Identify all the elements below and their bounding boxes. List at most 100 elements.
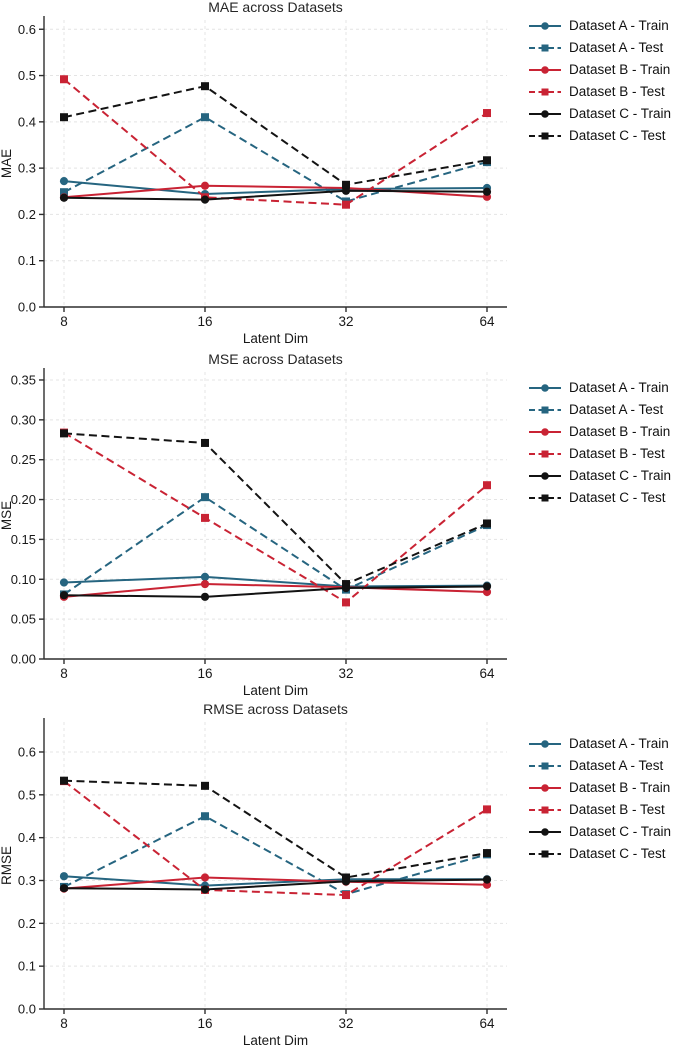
data-point xyxy=(342,200,350,209)
legend-label: Dataset A - Test xyxy=(569,758,664,773)
mae-chart-legend: Dataset A - Train Dataset A - Test Dataset… xyxy=(528,16,671,145)
chart-section-mae: 0.0 0.1 0.2 0.3 0.4 0.5 0.6 8 16 32 64 MAE across D… xyxy=(0,0,685,352)
data-point xyxy=(200,572,210,581)
y-tick-label: 0.5 xyxy=(18,787,36,802)
data-point xyxy=(483,849,491,858)
legend-sample-dashed-square xyxy=(529,132,561,139)
legend-label: Dataset A - Train xyxy=(569,18,669,33)
x-tick-label: 32 xyxy=(338,314,353,329)
axes: 0.00 0.05 0.10 0.15 0.20 0.25 0.30 0.35 8 16 32 64 xyxy=(11,368,507,681)
y-tick-label: 0.15 xyxy=(11,532,36,547)
y-tick-label: 0.5 xyxy=(18,68,36,83)
legend-item-dataset-b-test: Dataset B - Test xyxy=(528,800,671,819)
legend-item-dataset-b-train: Dataset B - Train xyxy=(528,778,671,797)
x-tick-label: 16 xyxy=(197,666,212,681)
series-dataset-c-train xyxy=(59,186,492,204)
legend-label: Dataset B - Train xyxy=(569,62,671,77)
data-point xyxy=(201,113,209,122)
data-point xyxy=(201,82,209,91)
data-point xyxy=(482,582,492,591)
legend-label: Dataset A - Test xyxy=(569,40,664,55)
series-dataset-c-test xyxy=(60,429,491,589)
legend-label: Dataset B - Test xyxy=(569,84,665,99)
legend-label: Dataset C - Test xyxy=(569,490,666,505)
legend-item-dataset-c-train: Dataset C - Train xyxy=(528,104,671,123)
y-axis-label: MSE xyxy=(0,501,14,530)
rmse-chart-plot: 0.0 0.1 0.2 0.3 0.4 0.5 0.6 8 16 32 64 RMSE across … xyxy=(0,702,507,1048)
series-dataset-c-test xyxy=(60,776,491,882)
data-point xyxy=(201,493,209,502)
x-tick-label: 16 xyxy=(197,314,212,329)
y-tick-label: 0.2 xyxy=(18,916,36,931)
x-tick-label: 16 xyxy=(197,1016,212,1031)
data-point xyxy=(483,805,491,814)
y-tick-label: 0.10 xyxy=(11,572,36,587)
legend-item-dataset-c-test: Dataset C - Test xyxy=(528,126,671,145)
data-point xyxy=(200,873,210,882)
mse-chart-plot: 0.00 0.05 0.10 0.15 0.20 0.25 0.30 0.35 8 16 32 64 M… xyxy=(0,352,507,698)
gridlines xyxy=(44,372,507,660)
data-point xyxy=(483,481,491,490)
legend-item-dataset-a-train: Dataset A - Train xyxy=(528,734,671,753)
legend-label: Dataset B - Train xyxy=(569,424,671,439)
legend-label: Dataset A - Train xyxy=(569,736,669,751)
legend-item-dataset-a-test: Dataset A - Test xyxy=(528,756,671,775)
data-point xyxy=(60,188,68,197)
data-point xyxy=(200,195,210,204)
legend-sample-solid-circle xyxy=(529,383,561,392)
y-tick-label: 0.35 xyxy=(11,372,36,387)
legend-sample-solid-circle xyxy=(529,471,561,480)
y-axis-label: MAE xyxy=(0,149,14,178)
data-point xyxy=(60,429,68,438)
legend-sample-solid-circle xyxy=(529,739,561,748)
x-axis-label: Latent Dim xyxy=(243,1033,308,1048)
data-point xyxy=(342,891,350,900)
legend-sample-dashed-square xyxy=(529,806,561,813)
legend-item-dataset-b-train: Dataset B - Train xyxy=(528,422,671,441)
data-point xyxy=(201,438,209,447)
y-tick-label: 0.1 xyxy=(18,959,36,974)
chart-title: MAE across Datasets xyxy=(208,0,343,15)
gridlines xyxy=(44,722,507,1010)
y-tick-label: 0.2 xyxy=(18,207,36,222)
legend-item-dataset-c-train: Dataset C - Train xyxy=(528,466,671,485)
legend-sample-solid-circle xyxy=(529,427,561,436)
y-tick-label: 0.4 xyxy=(18,830,36,845)
legend-item-dataset-a-train: Dataset A - Train xyxy=(528,378,671,397)
legend-label: Dataset C - Train xyxy=(569,824,672,839)
legend-sample-solid-circle xyxy=(529,65,561,74)
rmse-chart-legend: Dataset A - Train Dataset A - Test Dataset… xyxy=(528,734,671,863)
y-axis-label: RMSE xyxy=(0,846,14,885)
legend-sample-solid-circle xyxy=(529,827,561,836)
data-point xyxy=(342,873,350,882)
legend-sample-dashed-square xyxy=(529,88,561,95)
legend-item-dataset-c-test: Dataset C - Test xyxy=(528,844,671,863)
data-point xyxy=(60,75,68,84)
series-dataset-c-train xyxy=(59,875,492,894)
data-point xyxy=(483,156,491,165)
x-axis-label: Latent Dim xyxy=(243,331,308,346)
chart-section-rmse: 0.0 0.1 0.2 0.3 0.4 0.5 0.6 8 16 32 64 RMSE across … xyxy=(0,702,685,1052)
x-tick-label: 64 xyxy=(479,666,495,681)
mae-chart-plot: 0.0 0.1 0.2 0.3 0.4 0.5 0.6 8 16 32 64 MAE across D… xyxy=(0,0,507,346)
legend-sample-solid-circle xyxy=(529,783,561,792)
gridlines xyxy=(44,20,507,308)
legend-sample-solid-circle xyxy=(529,21,561,30)
series-dataset-b-train xyxy=(59,579,492,601)
legend-label: Dataset A - Test xyxy=(569,402,664,417)
legend-sample-solid-circle xyxy=(529,109,561,118)
legend-sample-dashed-square xyxy=(529,494,561,501)
y-tick-label: 0.30 xyxy=(11,412,36,427)
legend-label: Dataset B - Train xyxy=(569,780,671,795)
legend-item-dataset-a-test: Dataset A - Test xyxy=(528,38,671,57)
y-tick-label: 0.3 xyxy=(18,161,36,176)
y-tick-label: 0.6 xyxy=(18,744,36,759)
data-point xyxy=(60,776,68,785)
legend-sample-dashed-square xyxy=(529,850,561,857)
legend-item-dataset-a-train: Dataset A - Train xyxy=(528,16,671,35)
data-point xyxy=(200,885,210,894)
legend-label: Dataset B - Test xyxy=(569,446,665,461)
data-point xyxy=(201,812,209,821)
x-tick-label: 8 xyxy=(60,1016,68,1031)
legend-label: Dataset C - Train xyxy=(569,106,672,121)
